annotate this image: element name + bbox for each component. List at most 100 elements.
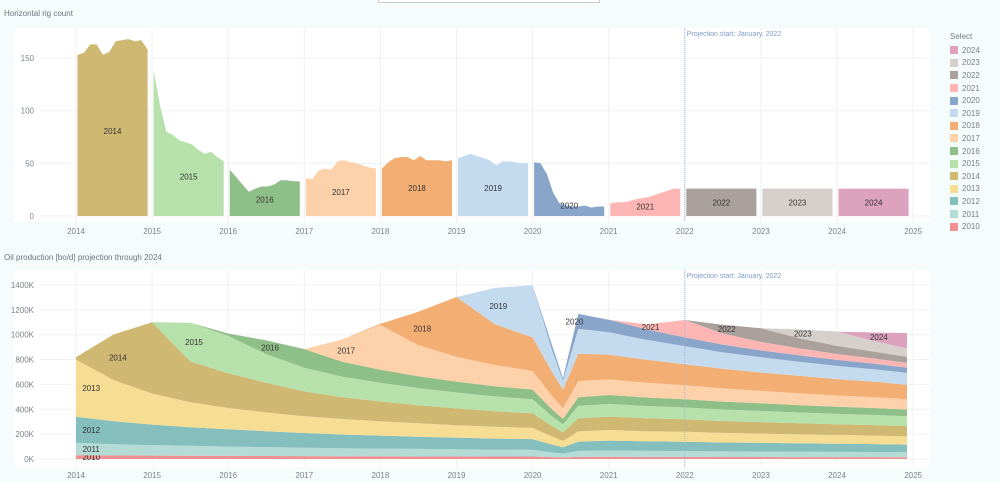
legend-item-2022[interactable]: 2022 — [950, 69, 980, 82]
x-tick-label: 2019 — [448, 471, 466, 480]
x-tick-label: 2018 — [372, 227, 390, 236]
legend-label: 2024 — [962, 45, 980, 55]
rig-area-label: 2023 — [789, 198, 807, 207]
production-area-2019 — [76, 285, 907, 390]
y-tick-label: 0K — [24, 455, 34, 464]
production-area-2016 — [76, 322, 907, 425]
legend-item-2011[interactable]: 2011 — [950, 208, 980, 221]
y-tick-label: 1000K — [11, 331, 35, 340]
legend-label: 2011 — [962, 209, 980, 219]
production-area-2014 — [76, 322, 907, 441]
legend-label: 2017 — [962, 133, 980, 143]
legend-swatch — [950, 147, 958, 156]
legend-swatch — [950, 134, 958, 143]
y-tick-label: 150 — [21, 54, 35, 63]
rig-area-label: 2015 — [180, 172, 198, 181]
legend-swatch — [950, 222, 958, 231]
legend-item-2020[interactable]: 2020 — [950, 94, 980, 107]
production-area-2015 — [76, 322, 907, 433]
x-tick-label: 2015 — [143, 227, 161, 236]
rig-area-label: 2018 — [408, 184, 426, 193]
rig-area-2021 — [610, 188, 681, 216]
legend-item-2016[interactable]: 2016 — [950, 145, 980, 158]
legend-swatch — [950, 172, 958, 181]
legend-swatch — [950, 159, 958, 168]
y-tick-label: 100 — [21, 107, 35, 116]
rig-chart-title: Horizontal rig count — [4, 9, 73, 18]
x-tick-label: 2017 — [295, 471, 313, 480]
rig-area-label: 2024 — [865, 198, 883, 207]
rig-area-2024 — [838, 188, 909, 216]
legend-item-2021[interactable]: 2021 — [950, 82, 980, 95]
projection-annotation: Projection start: January, 2022 — [687, 31, 782, 38]
y-tick-label: 1200K — [11, 306, 35, 315]
rig-area-2016 — [229, 169, 300, 216]
y-tick-label: 800K — [15, 356, 34, 365]
rig-area-label: 2017 — [332, 188, 350, 197]
production-area-label: 2021 — [642, 323, 660, 332]
legend-item-2013[interactable]: 2013 — [950, 183, 980, 196]
production-area-label: 2012 — [82, 426, 100, 435]
legend-label: 2012 — [962, 196, 980, 206]
rig-area-label: 2014 — [104, 127, 122, 136]
production-area-label: 2018 — [413, 324, 431, 333]
top-filter-box[interactable] — [378, 0, 600, 3]
production-area-label: 2019 — [489, 302, 507, 311]
rig-area-label: 2021 — [636, 202, 654, 211]
x-tick-label: 2024 — [828, 227, 846, 236]
legend-swatch — [950, 109, 958, 118]
projection-annotation: Projection start: January, 2022 — [687, 273, 782, 280]
production-chart-title: Oil production [bo/d] projection through… — [4, 253, 162, 262]
x-tick-label: 2022 — [676, 227, 694, 236]
production-area-label: 2013 — [82, 384, 100, 393]
rig-area-2023 — [762, 188, 833, 216]
legend-label: 2019 — [962, 108, 980, 118]
legend-label: 2016 — [962, 146, 980, 156]
legend-item-2010[interactable]: 2010 — [950, 220, 980, 233]
y-tick-label: 0 — [30, 212, 35, 221]
production-area-label: 2010 — [82, 453, 100, 462]
legend-title: Select — [950, 32, 973, 41]
y-tick-label: 200K — [15, 430, 34, 439]
legend-swatch — [950, 184, 958, 193]
rig-area-2017 — [305, 160, 376, 216]
rig-area-2015 — [153, 70, 224, 216]
x-tick-label: 2017 — [295, 227, 313, 236]
legend-swatch — [950, 71, 958, 80]
production-area-label: 2016 — [261, 343, 279, 352]
rig-count-chart: 2014 2015 2016 2017 2018 2019 2020 2021 2022 2023… — [14, 28, 930, 236]
oil-production-chart: 2014 2015 2016 2017 2018 2019 2020 2021 2022 2023… — [11, 270, 930, 480]
legend-swatch — [950, 210, 958, 219]
legend-label: 2020 — [962, 96, 980, 106]
legend-item-2024[interactable]: 2024 — [950, 44, 980, 57]
legend-label: 2015 — [962, 159, 980, 169]
legend-item-2017[interactable]: 2017 — [950, 132, 980, 145]
rig-area-label: 2019 — [484, 184, 502, 193]
x-tick-label: 2024 — [828, 471, 846, 480]
rig-area-2014 — [77, 39, 148, 216]
production-area-label: 2023 — [794, 330, 812, 339]
x-tick-label: 2018 — [372, 471, 390, 480]
legend-swatch — [950, 96, 958, 105]
legend-swatch — [950, 46, 958, 55]
legend-item-2023[interactable]: 2023 — [950, 57, 980, 70]
x-tick-label: 2023 — [752, 471, 770, 480]
x-tick-label: 2020 — [524, 471, 542, 480]
rig-area-2022 — [686, 188, 757, 216]
y-tick-label: 50 — [25, 159, 34, 168]
rig-area-label: 2016 — [256, 195, 274, 204]
x-tick-label: 2016 — [219, 227, 237, 236]
legend-item-2014[interactable]: 2014 — [950, 170, 980, 183]
legend-item-2019[interactable]: 2019 — [950, 107, 980, 120]
rig-area-2019 — [458, 153, 529, 216]
rig-area-2020 — [534, 162, 605, 216]
legend-item-2012[interactable]: 2012 — [950, 195, 980, 208]
x-tick-label: 2021 — [600, 471, 618, 480]
production-area-2012 — [76, 416, 907, 454]
production-area-2011 — [76, 442, 907, 458]
production-area-2010 — [76, 455, 907, 459]
legend-label: 2010 — [962, 222, 980, 232]
legend-item-2018[interactable]: 2018 — [950, 120, 980, 133]
legend-item-2015[interactable]: 2015 — [950, 157, 980, 170]
legend-swatch — [950, 121, 958, 130]
